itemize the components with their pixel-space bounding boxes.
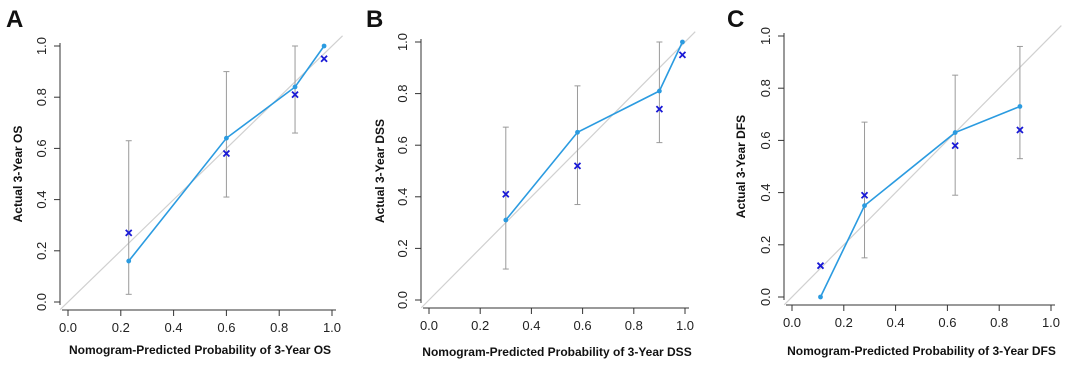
corrected-point-b	[678, 51, 687, 59]
y-tick-label-b: 1.0	[395, 33, 410, 51]
x-axis-label-a: Nomogram-Predicted Probability of 3-Year…	[69, 343, 331, 357]
x-tick-label-a: 0.2	[112, 320, 130, 335]
y-tick-label-c: 0.2	[758, 236, 773, 254]
y-axis-label-b: Actual 3-Year DSS	[373, 119, 387, 223]
y-tick-label-b: 0.6	[395, 136, 410, 154]
corrected-point-c	[816, 262, 825, 270]
x-tick-label-a: 0.4	[165, 320, 183, 335]
calibration-point-b	[657, 88, 662, 94]
y-tick-label-b: 0.8	[395, 85, 410, 103]
x-tick-label-b: 0.4	[522, 318, 540, 333]
y-axis-label-a: Actual 3-Year OS	[11, 126, 25, 223]
y-tick-label-b: 0.0	[395, 291, 410, 309]
y-axis-label-c: Actual 3-Year DFS	[734, 115, 748, 218]
calibration-point-a	[321, 43, 327, 49]
calibration-point-a	[292, 84, 298, 90]
calibration-point-b	[680, 39, 685, 45]
panel-label-b: B	[366, 6, 384, 33]
y-tick-label-c: 0.8	[758, 79, 773, 97]
corrected-point-c	[951, 141, 959, 150]
corrected-point-b	[573, 162, 582, 170]
calibration-point-a	[224, 135, 229, 141]
reference-diagonal-b	[420, 31, 696, 309]
corrected-point-b	[502, 190, 510, 198]
x-tick-label-a: 0.6	[217, 320, 235, 335]
y-tick-label-a: 0.0	[34, 293, 49, 311]
y-tick-label-a: 0.2	[34, 242, 49, 260]
y-tick-label-b: 0.2	[395, 239, 410, 257]
x-tick-label-c: 0.8	[990, 315, 1008, 330]
corrected-point-c	[860, 191, 869, 199]
x-tick-label-c: 0.4	[887, 315, 905, 330]
y-tick-label-a: 1.0	[34, 37, 49, 55]
calibration-point-c	[952, 130, 958, 135]
reference-diagonal-a	[59, 35, 343, 311]
x-tick-label-c: 0.0	[783, 315, 801, 330]
corrected-point-a	[291, 91, 299, 99]
x-tick-label-b: 0.2	[471, 318, 489, 333]
x-axis-label-b: Nomogram-Predicted Probability of 3-Year…	[422, 345, 691, 359]
corrected-point-a	[222, 149, 231, 158]
x-tick-label-b: 0.6	[574, 318, 592, 333]
calibration-line-a	[128, 45, 325, 262]
panel-label-c: C	[727, 6, 745, 33]
x-tick-label-b: 0.8	[625, 318, 643, 333]
calibration-point-b	[575, 129, 580, 135]
calibration-point-a	[126, 258, 132, 264]
y-tick-label-c: 0.4	[758, 184, 773, 202]
x-tick-label-a: 0.0	[59, 320, 77, 335]
y-tick-label-a: 0.4	[34, 191, 49, 209]
corrected-point-a	[320, 55, 328, 63]
x-tick-label-b: 1.0	[676, 318, 694, 333]
corrected-point-c	[1016, 126, 1024, 134]
calibration-point-c	[818, 294, 823, 300]
x-tick-label-c: 1.0	[1042, 315, 1060, 330]
y-tick-label-b: 0.4	[395, 188, 410, 206]
calibration-point-c	[1017, 104, 1023, 109]
x-tick-label-a: 0.8	[270, 320, 288, 335]
panel-label-a: A	[6, 6, 24, 33]
x-tick-label-c: 0.2	[835, 315, 853, 330]
x-tick-label-b: 0.0	[420, 318, 438, 333]
y-tick-label-a: 0.8	[34, 88, 49, 106]
calibration-line-c	[819, 105, 1021, 298]
y-tick-label-c: 0.6	[758, 131, 773, 149]
calibration-point-c	[862, 203, 867, 209]
y-tick-label-a: 0.6	[34, 139, 49, 157]
x-tick-label-c: 0.6	[938, 315, 956, 330]
y-tick-label-c: 1.0	[758, 27, 773, 45]
calibration-point-b	[503, 217, 509, 223]
x-tick-label-a: 1.0	[323, 320, 341, 335]
calibration-line-b	[505, 41, 684, 221]
x-axis-label-c: Nomogram-Predicted Probability of 3-Year…	[787, 344, 1056, 358]
reference-diagonal-c	[783, 25, 1062, 306]
corrected-point-a	[125, 229, 133, 237]
corrected-point-b	[655, 105, 664, 113]
y-tick-label-c: 0.0	[758, 288, 773, 306]
